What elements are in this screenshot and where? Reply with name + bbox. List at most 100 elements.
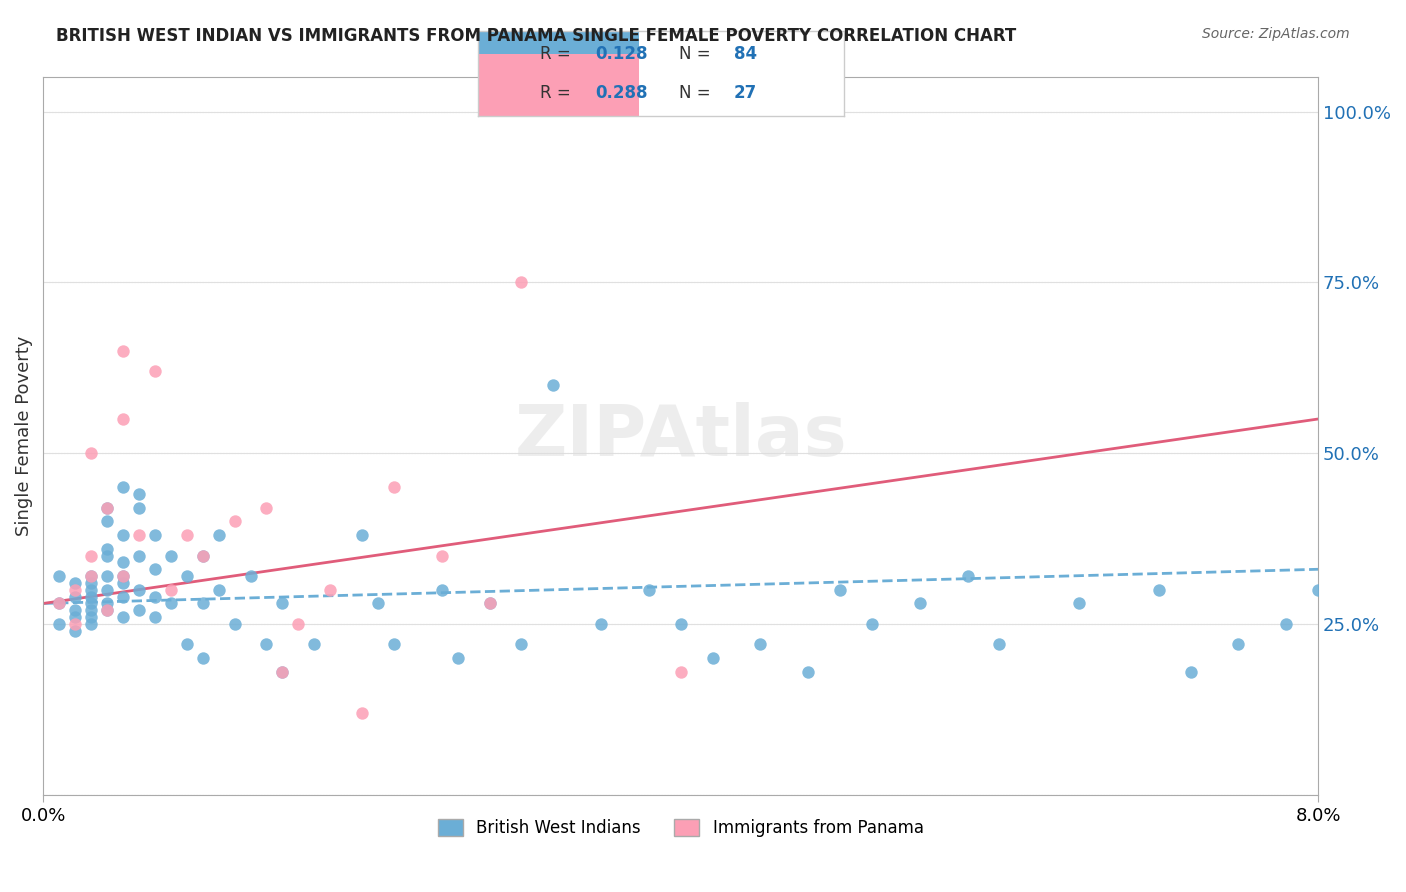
Point [271, 596, 294, 610]
Point [112, 343, 135, 358]
Point [1308, 582, 1330, 597]
Point [65, 616, 87, 631]
Point [208, 582, 231, 597]
Point [160, 596, 183, 610]
Point [510, 276, 533, 290]
Point [430, 582, 453, 597]
Point [176, 569, 198, 583]
Point [48, 569, 70, 583]
Point [352, 528, 374, 542]
Point [382, 637, 405, 651]
Point [128, 528, 150, 542]
Point [96, 541, 118, 556]
Text: BRITISH WEST INDIAN VS IMMIGRANTS FROM PANAMA SINGLE FEMALE POVERTY CORRELATION : BRITISH WEST INDIAN VS IMMIGRANTS FROM P… [56, 27, 1017, 45]
Point [510, 637, 533, 651]
Point [112, 528, 135, 542]
Point [112, 480, 135, 494]
Point [112, 556, 135, 570]
Point [191, 549, 214, 563]
Point [80, 576, 103, 591]
Point [128, 549, 150, 563]
Point [367, 596, 389, 610]
Text: Source: ZipAtlas.com: Source: ZipAtlas.com [1202, 27, 1350, 41]
Point [143, 364, 166, 378]
Point [96, 500, 118, 515]
Point [128, 500, 150, 515]
Point [80, 610, 103, 624]
Point [96, 582, 118, 597]
Text: R =: R = [540, 84, 576, 102]
Point [80, 603, 103, 617]
Point [908, 596, 931, 610]
Point [80, 569, 103, 583]
Point [112, 610, 135, 624]
Point [65, 582, 87, 597]
Point [80, 596, 103, 610]
Point [80, 446, 103, 460]
Point [112, 576, 135, 591]
Point [319, 582, 342, 597]
Point [65, 590, 87, 604]
Point [191, 651, 214, 665]
Point [256, 500, 278, 515]
Text: 0.288: 0.288 [595, 84, 648, 102]
Point [96, 569, 118, 583]
Point [143, 610, 166, 624]
FancyBboxPatch shape [375, 54, 638, 135]
Point [638, 582, 661, 597]
Point [669, 665, 692, 679]
Point [702, 651, 724, 665]
Point [112, 569, 135, 583]
Point [48, 596, 70, 610]
Point [65, 624, 87, 638]
Point [191, 596, 214, 610]
Point [478, 596, 501, 610]
Text: N =: N = [679, 45, 716, 63]
Point [80, 616, 103, 631]
Point [1180, 665, 1202, 679]
Point [96, 515, 118, 529]
Point [176, 528, 198, 542]
Point [128, 582, 150, 597]
Point [256, 637, 278, 651]
Point [224, 515, 246, 529]
Point [112, 412, 135, 426]
Point [208, 528, 231, 542]
Point [80, 590, 103, 604]
Point [143, 528, 166, 542]
FancyBboxPatch shape [375, 14, 638, 95]
Point [80, 549, 103, 563]
Point [1275, 616, 1298, 631]
Point [96, 603, 118, 617]
Point [956, 569, 979, 583]
Point [160, 549, 183, 563]
Point [430, 549, 453, 563]
Point [478, 596, 501, 610]
Point [48, 616, 70, 631]
Point [191, 549, 214, 563]
Point [80, 569, 103, 583]
Point [143, 562, 166, 576]
Point [65, 603, 87, 617]
Point [797, 665, 820, 679]
Point [96, 596, 118, 610]
Point [988, 637, 1011, 651]
Legend: British West Indians, Immigrants from Panama: British West Indians, Immigrants from Pa… [432, 813, 931, 844]
Point [239, 569, 262, 583]
Point [80, 582, 103, 597]
Point [143, 590, 166, 604]
Text: 0.128: 0.128 [595, 45, 648, 63]
Point [112, 590, 135, 604]
Text: N =: N = [679, 84, 716, 102]
Point [1147, 582, 1170, 597]
Point [65, 610, 87, 624]
Point [382, 480, 405, 494]
Point [447, 651, 470, 665]
Point [287, 616, 309, 631]
Point [65, 576, 87, 591]
Point [128, 603, 150, 617]
Point [1069, 596, 1091, 610]
Point [160, 582, 183, 597]
Y-axis label: Single Female Poverty: Single Female Poverty [15, 336, 32, 536]
Point [669, 616, 692, 631]
